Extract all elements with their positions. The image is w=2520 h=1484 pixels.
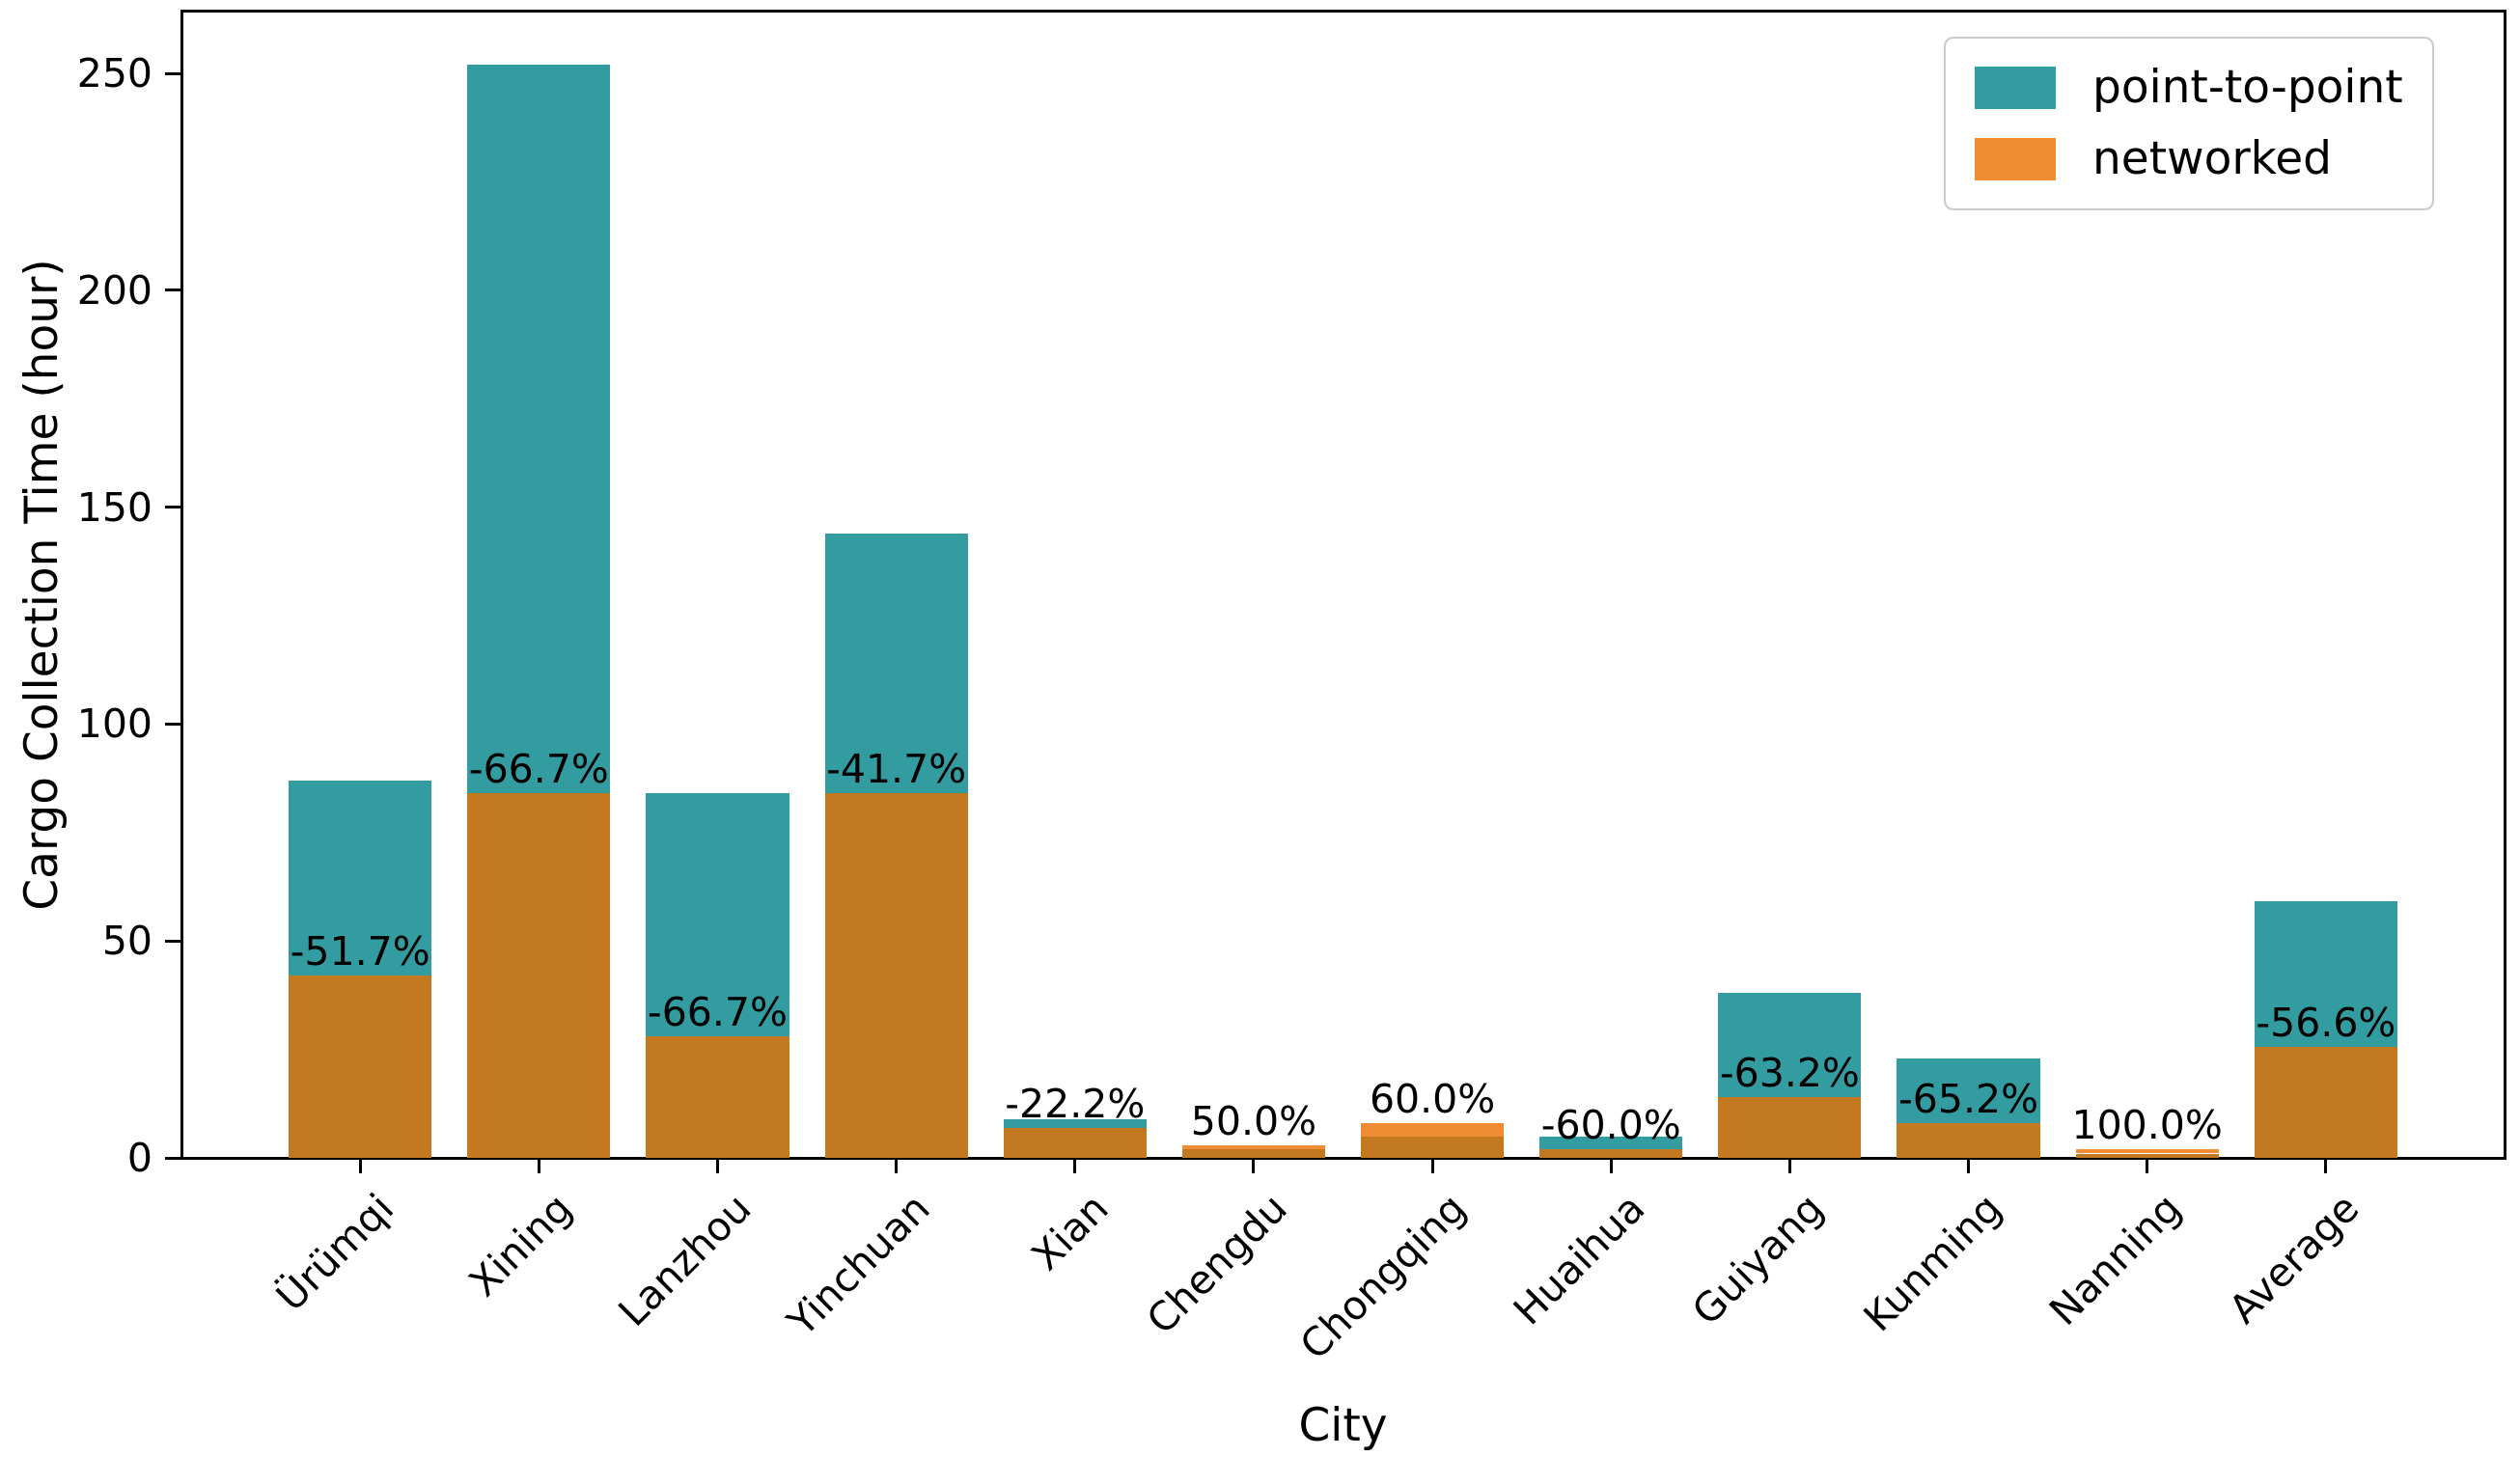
y-tick-mark xyxy=(165,289,180,292)
x-tick-label-6: Chengdu xyxy=(1137,1185,1296,1343)
x-tick-label-12: Average xyxy=(2220,1185,2368,1333)
bar-percentage-label: 100.0% xyxy=(2071,1102,2223,1148)
legend-swatch-networked xyxy=(1975,138,2056,180)
legend-swatch-point-to-point xyxy=(1975,67,2056,109)
bar-networked-overlap xyxy=(2075,1153,2219,1158)
bar-percentage-label: 50.0% xyxy=(1190,1097,1317,1144)
bar-percentage-label: -63.2% xyxy=(1719,1050,1860,1097)
bar-networked-excess xyxy=(1181,1144,1325,1149)
bar-percentage-label: -41.7% xyxy=(826,746,967,793)
x-tick-label-3: Lanzhou xyxy=(609,1185,761,1335)
x-axis-label: City xyxy=(1298,1399,1388,1452)
x-tick-label-5: Xian xyxy=(1022,1185,1118,1280)
bar-networked-overlap xyxy=(1897,1123,2040,1158)
bar-networked-overlap xyxy=(1539,1149,1683,1158)
legend-label-point-to-point: point-to-point xyxy=(2092,61,2403,114)
bar-percentage-label: -66.7% xyxy=(647,989,788,1036)
y-tick-mark xyxy=(165,506,180,509)
x-tick-mark xyxy=(358,1158,362,1173)
x-tick-label-9: Guiyang xyxy=(1682,1185,1833,1334)
bar-percentage-label: -60.0% xyxy=(1540,1102,1681,1148)
x-tick-label-2: Xining xyxy=(460,1185,582,1306)
bar-networked-excess xyxy=(2075,1149,2219,1154)
legend-label-networked: networked xyxy=(2092,132,2332,185)
x-tick-label-10: Kunming xyxy=(1855,1185,2011,1341)
x-tick-label-7: Chongqing xyxy=(1290,1185,1476,1369)
x-tick-mark xyxy=(2324,1158,2328,1173)
x-tick-mark xyxy=(1252,1158,1256,1173)
bar-percentage-label: 60.0% xyxy=(1369,1076,1496,1123)
x-tick-label-11: Nanning xyxy=(2039,1185,2190,1334)
y-axis-label: Cargo Collection Time (hour) xyxy=(15,258,69,911)
bar-percentage-label: -66.7% xyxy=(468,746,609,793)
y-tick-label: 250 xyxy=(76,50,152,97)
y-tick-mark xyxy=(165,71,180,75)
x-tick-mark xyxy=(895,1158,899,1173)
bar-percentage-label: -56.6% xyxy=(2256,999,2396,1046)
bar-networked-overlap xyxy=(1181,1149,1325,1158)
x-tick-mark xyxy=(1787,1158,1791,1173)
x-tick-mark xyxy=(1430,1158,1434,1173)
y-tick-mark xyxy=(165,1156,180,1160)
x-tick-mark xyxy=(1609,1158,1613,1173)
legend: point-to-point networked xyxy=(1944,37,2434,210)
y-tick-label: 50 xyxy=(101,918,152,965)
x-tick-label-8: Huaihua xyxy=(1504,1185,1654,1334)
bar-networked-overlap xyxy=(1718,1097,1862,1158)
plot-area xyxy=(180,9,2506,1160)
bar-networked-overlap xyxy=(289,976,432,1158)
y-tick-label: 200 xyxy=(76,266,152,314)
bar-networked-overlap xyxy=(1361,1136,1505,1158)
bar-networked-overlap xyxy=(2254,1046,2397,1158)
x-tick-mark xyxy=(1073,1158,1077,1173)
bar-percentage-label: -65.2% xyxy=(1898,1076,2039,1123)
legend-item-networked: networked xyxy=(1975,133,2403,185)
y-tick-mark xyxy=(165,722,180,726)
bar-networked-overlap xyxy=(646,1036,789,1158)
legend-item-point-to-point: point-to-point xyxy=(1975,62,2403,114)
bar-percentage-label: -51.7% xyxy=(290,928,430,976)
x-tick-mark xyxy=(537,1158,540,1173)
bar-networked-overlap xyxy=(1003,1127,1147,1158)
x-tick-mark xyxy=(1967,1158,1971,1173)
x-tick-mark xyxy=(715,1158,719,1173)
y-tick-label: 150 xyxy=(76,483,152,531)
y-tick-label: 0 xyxy=(126,1135,152,1181)
x-tick-label-4: Yinchuan xyxy=(778,1185,939,1345)
bar-percentage-label: -22.2% xyxy=(1005,1080,1146,1127)
x-tick-mark xyxy=(2146,1158,2149,1173)
x-tick-label-1: Ürümqi xyxy=(266,1185,403,1321)
y-tick-label: 100 xyxy=(76,701,152,748)
bar-networked-excess xyxy=(1361,1123,1505,1137)
bar-networked-overlap xyxy=(467,793,611,1158)
y-tick-mark xyxy=(165,939,180,943)
bar-networked-overlap xyxy=(824,793,968,1158)
